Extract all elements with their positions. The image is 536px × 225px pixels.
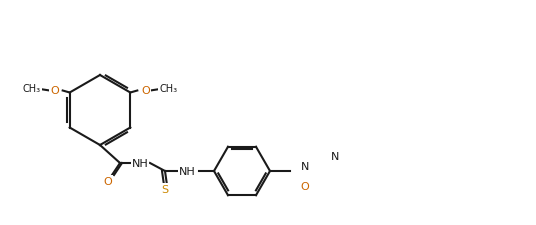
Text: NH: NH (132, 158, 148, 168)
Text: N: N (331, 151, 339, 161)
Text: O: O (103, 176, 113, 186)
Text: S: S (161, 184, 168, 194)
Text: CH₃: CH₃ (159, 84, 177, 94)
Text: O: O (141, 86, 150, 96)
Text: O: O (50, 86, 59, 96)
Text: NH: NH (178, 166, 196, 176)
Text: CH₃: CH₃ (23, 84, 41, 94)
Text: N: N (301, 161, 309, 171)
Text: O: O (301, 181, 309, 191)
